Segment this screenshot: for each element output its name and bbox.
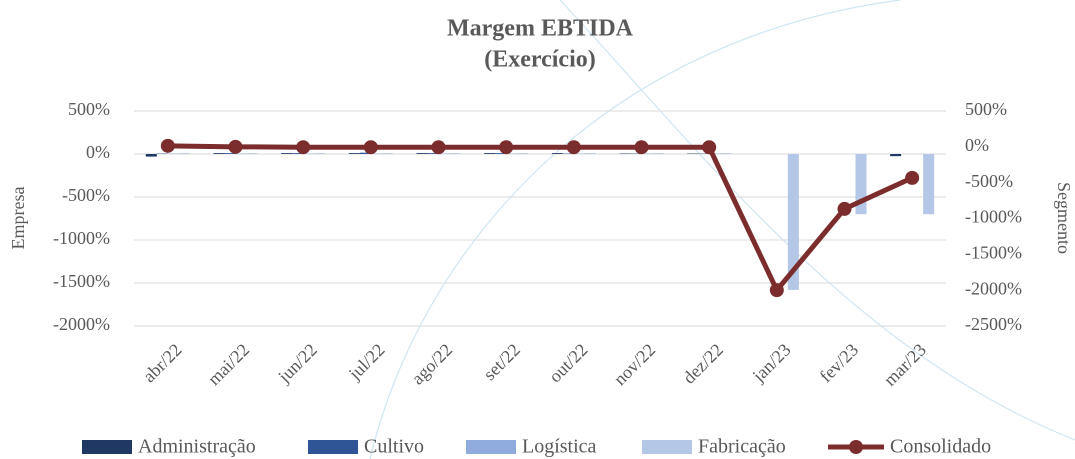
y-tick-label: 500% — [68, 99, 110, 119]
bar — [855, 154, 867, 215]
y-tick-label: -500% — [62, 185, 110, 205]
x-tick-label: dez/22 — [679, 340, 727, 388]
bar — [890, 154, 902, 157]
bar — [427, 153, 439, 154]
bar — [281, 153, 293, 154]
line-point — [363, 140, 378, 155]
legend-label: Administração — [138, 436, 256, 458]
chart-title: Margem EBTIDA — [447, 16, 634, 42]
bar — [348, 153, 360, 154]
bar — [292, 153, 304, 154]
line — [167, 143, 914, 293]
y2-axis-label: Segmento — [1054, 182, 1074, 254]
bar — [652, 153, 664, 154]
line-point — [431, 140, 446, 155]
x-tick-label: fev/23 — [816, 340, 863, 387]
y2-tick-label: -1000% — [965, 207, 1022, 227]
y2-tick-label: -500% — [965, 171, 1013, 191]
bar — [720, 153, 732, 154]
y2-tick-label: 0% — [965, 135, 989, 155]
bar — [359, 152, 371, 154]
x-tick-label: abr/22 — [139, 340, 186, 387]
line-point — [160, 138, 175, 153]
bar — [224, 153, 236, 154]
x-tick-label: jul/22 — [344, 340, 389, 385]
legend-label: Consolidado — [890, 436, 991, 458]
bar — [517, 153, 529, 154]
line-point — [566, 140, 581, 155]
bar — [484, 153, 496, 154]
x-tick-label: jan/23 — [748, 340, 795, 387]
legend-label: Cultivo — [364, 436, 424, 458]
x-tick-label: mai/22 — [204, 340, 253, 389]
bar — [787, 154, 799, 290]
bar — [381, 153, 393, 154]
y2-tick-label: -2000% — [965, 278, 1022, 298]
decor-arc — [369, 0, 901, 459]
legend-label: Logística — [522, 436, 597, 458]
legend-swatch — [849, 440, 863, 454]
bar — [416, 153, 428, 154]
line-point — [837, 201, 852, 216]
y2-tick-label: -1500% — [965, 242, 1022, 262]
bar — [145, 154, 157, 157]
legend-swatch — [642, 440, 692, 454]
bar — [246, 153, 258, 154]
x-tick-label: ago/22 — [407, 340, 456, 389]
legend-swatch — [82, 440, 132, 454]
line-point — [905, 170, 920, 185]
legend-label: Fabricação — [698, 436, 786, 458]
x-tick-label: nov/22 — [610, 340, 660, 390]
decor-arc — [559, 0, 1075, 441]
bar — [449, 153, 461, 154]
bar — [495, 153, 507, 154]
line-point — [228, 139, 243, 154]
y2-tick-label: 500% — [965, 99, 1007, 119]
bar — [314, 153, 326, 154]
legend-swatch — [308, 440, 358, 454]
legend-swatch — [466, 440, 516, 454]
line-point — [769, 283, 784, 298]
line-point — [634, 140, 649, 155]
x-tick-label: mar/23 — [880, 340, 930, 390]
bar — [551, 153, 563, 154]
bar — [178, 153, 190, 154]
y2-tick-label: -2500% — [965, 314, 1022, 334]
x-tick-label: set/22 — [479, 340, 524, 385]
y-tick-label: -1000% — [53, 228, 110, 248]
bar — [923, 154, 935, 215]
y-tick-label: -2000% — [53, 314, 110, 334]
line-point — [296, 140, 311, 155]
line-point — [702, 140, 717, 155]
x-tick-label: out/22 — [545, 340, 592, 387]
y-tick-label: 0% — [86, 142, 110, 162]
bar — [584, 153, 596, 154]
bar — [213, 153, 225, 154]
y-axis-label: Empresa — [8, 187, 28, 250]
line-point — [499, 140, 514, 155]
chart-subtitle: (Exercício) — [484, 47, 596, 73]
x-tick-label: jun/22 — [274, 340, 321, 387]
y-tick-label: -1500% — [53, 271, 110, 291]
